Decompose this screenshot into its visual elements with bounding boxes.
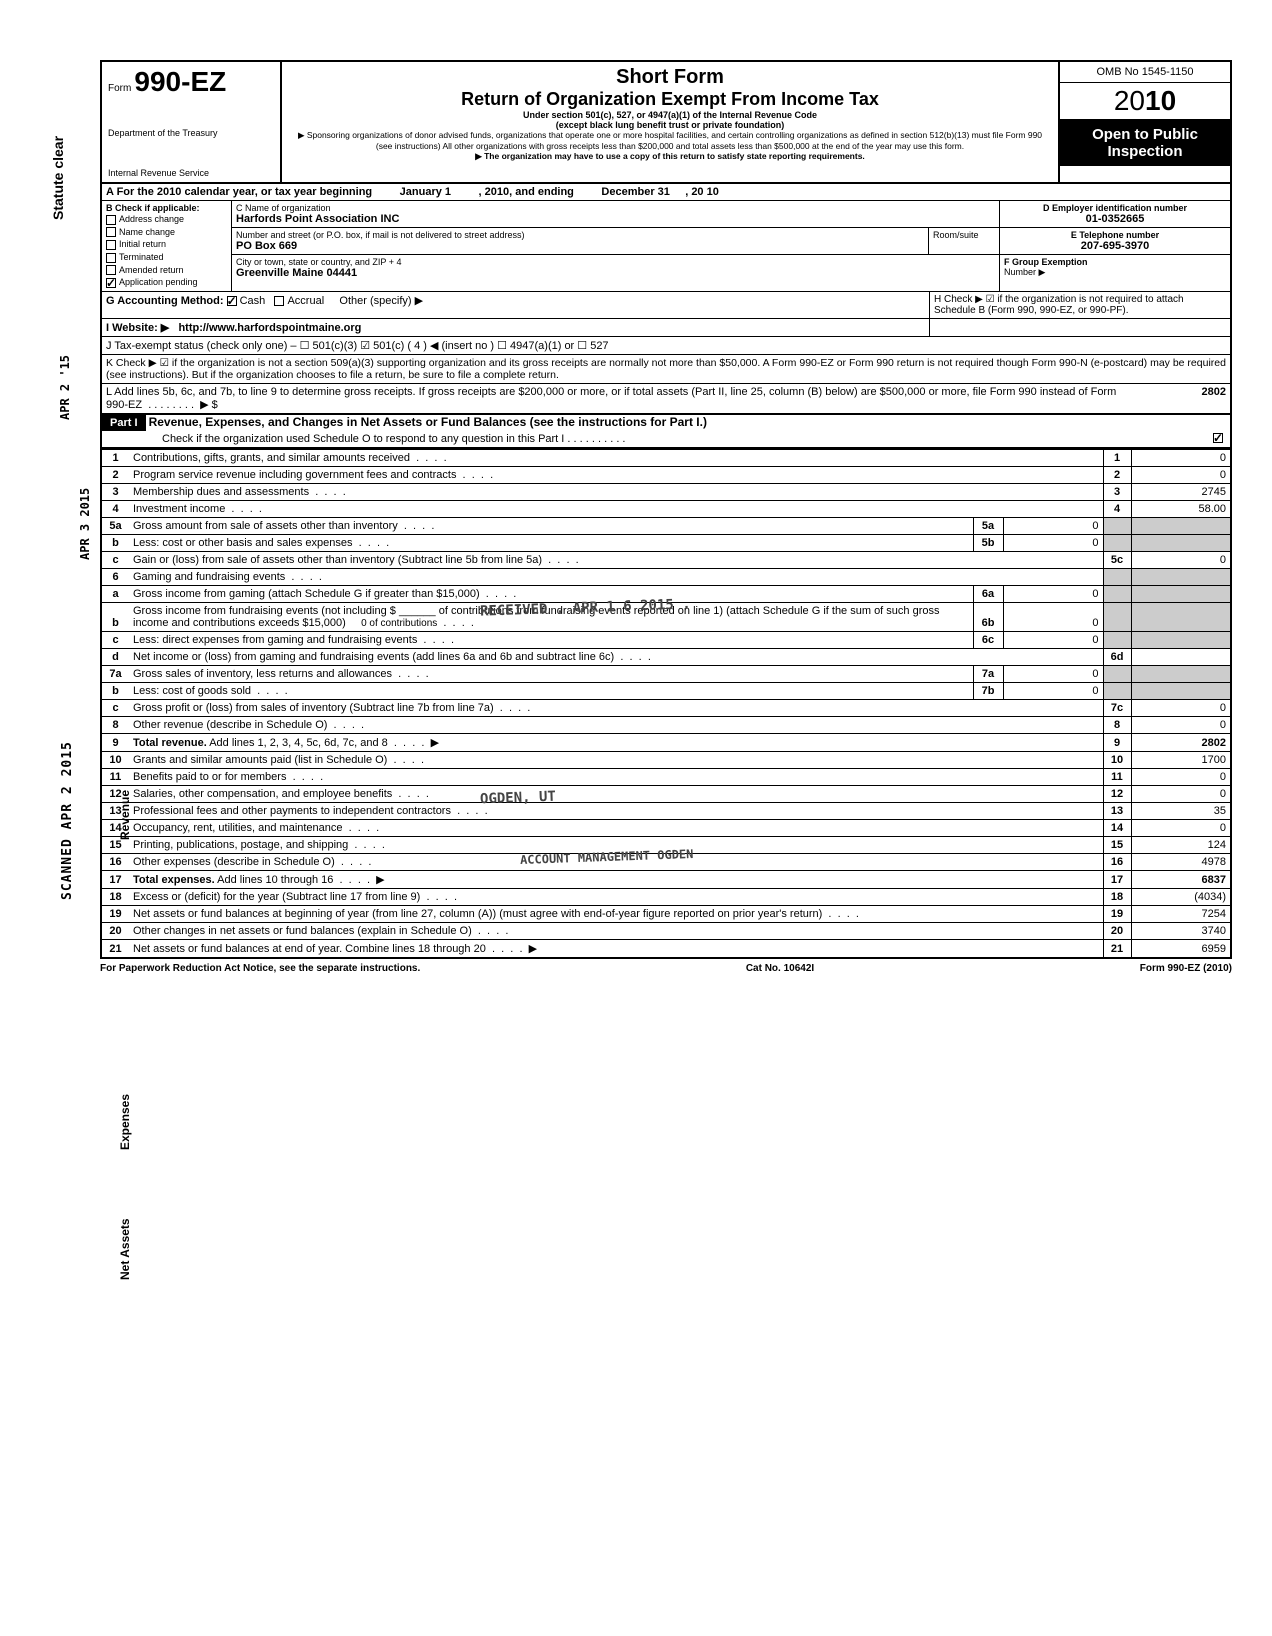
line-j: J Tax-exempt status (check only one) – ☐… <box>100 337 1232 355</box>
title-return: Return of Organization Exempt From Incom… <box>290 89 1050 110</box>
section-b: B Check if applicable: Address change Na… <box>102 201 232 291</box>
subtitle-3: ▶ Sponsoring organizations of donor advi… <box>290 130 1050 151</box>
ein: 01-0352665 <box>1004 213 1226 225</box>
form-line-row: bLess: cost or other basis and sales exp… <box>101 534 1231 551</box>
dept-treasury: Department of the Treasury <box>108 128 274 138</box>
statute-clear-label: Statute clear <box>50 136 66 220</box>
section-f-hdr: F Group Exemption <box>1004 257 1226 267</box>
chk-initial-return[interactable] <box>106 240 116 250</box>
chk-name-change[interactable] <box>106 227 116 237</box>
org-name: Harfords Point Association INC <box>236 213 995 225</box>
chk-terminated[interactable] <box>106 253 116 263</box>
form-number: 990-EZ <box>134 66 226 97</box>
form-line-row: 18Excess or (deficit) for the year (Subt… <box>101 888 1231 905</box>
form-line-row: 10Grants and similar amounts paid (list … <box>101 751 1231 768</box>
ogden-stamp: OGDEN, UT <box>480 789 556 808</box>
line-l: L Add lines 5b, 6c, and 7b, to line 9 to… <box>100 384 1232 415</box>
chk-address-change[interactable] <box>106 215 116 225</box>
form-line-row: 14Occupancy, rent, utilities, and mainte… <box>101 819 1231 836</box>
expenses-label: Expenses <box>118 1094 132 1150</box>
form-line-row: cLess: direct expenses from gaming and f… <box>101 631 1231 648</box>
section-d-hdr: D Employer identification number <box>1004 203 1226 213</box>
subtitle-1: Under section 501(c), 527, or 4947(a)(1)… <box>290 110 1050 120</box>
footer-right: Form 990-EZ (2010) <box>1140 963 1232 974</box>
line-i: I Website: ▶ http://www.harfordspointmai… <box>100 319 1232 337</box>
page-footer: For Paperwork Reduction Act Notice, see … <box>100 963 1232 974</box>
revenue-label: Revenue <box>118 790 132 840</box>
irs-label: Internal Revenue Service <box>108 168 274 178</box>
org-address: PO Box 669 <box>236 240 924 252</box>
section-f-number: Number ▶ <box>1004 267 1226 278</box>
footer-mid: Cat No. 10642I <box>746 963 814 974</box>
form-line-row: 9Total revenue. Add lines 1, 2, 3, 4, 5c… <box>101 733 1231 751</box>
chk-accrual[interactable] <box>274 296 284 306</box>
subtitle-4: ▶ The organization may have to use a cop… <box>290 151 1050 162</box>
org-city: Greenville Maine 04441 <box>236 267 995 279</box>
form-line-row: 20Other changes in net assets or fund ba… <box>101 922 1231 939</box>
section-c-hdr: C Name of organization <box>236 203 995 213</box>
line-k: K Check ▶ ☑ if the organization is not a… <box>100 355 1232 384</box>
form-line-row: 8Other revenue (describe in Schedule O) … <box>101 716 1231 733</box>
chk-application-pending[interactable] <box>106 278 116 288</box>
phone: 207-695-3970 <box>1004 240 1226 252</box>
form-line-row: 3Membership dues and assessments . . . .… <box>101 483 1231 500</box>
form-line-row: 17Total expenses. Add lines 10 through 1… <box>101 870 1231 888</box>
form-line-row: 12Salaries, other compensation, and empl… <box>101 785 1231 802</box>
form-line-row: bLess: cost of goods sold . . . .7b0 <box>101 682 1231 699</box>
form-line-row: 21Net assets or fund balances at end of … <box>101 939 1231 958</box>
line-g-h: G Accounting Method: Cash Accrual Other … <box>100 292 1232 319</box>
scanned-stamp: SCANNED APR 2 2015 <box>60 741 75 900</box>
form-line-row: 11Benefits paid to or for members . . . … <box>101 768 1231 785</box>
form-header: Form 990-EZ Department of the Treasury I… <box>100 60 1232 184</box>
chk-schedule-o[interactable] <box>1213 433 1223 443</box>
form-line-row: 4Investment income . . . .458.00 <box>101 500 1231 517</box>
tax-year: 2010 <box>1060 83 1230 120</box>
section-e-hdr: E Telephone number <box>1004 230 1226 240</box>
footer-left: For Paperwork Reduction Act Notice, see … <box>100 963 420 974</box>
form-lines-table: 1Contributions, gifts, grants, and simil… <box>100 449 1232 959</box>
form-line-row: 7aGross sales of inventory, less returns… <box>101 665 1231 682</box>
side-date-1: APR 2 '15 <box>58 355 72 420</box>
omb-number: OMB No 1545-1150 <box>1060 62 1230 83</box>
line-a: A For the 2010 calendar year, or tax yea… <box>100 184 1232 201</box>
chk-amended[interactable] <box>106 265 116 275</box>
form-line-row: 5aGross amount from sale of assets other… <box>101 517 1231 534</box>
part-1-header: Part I Revenue, Expenses, and Changes in… <box>100 415 1232 449</box>
open-inspection: Open to Public Inspection <box>1060 120 1230 166</box>
form-line-row: 1Contributions, gifts, grants, and simil… <box>101 449 1231 466</box>
header-info-block: B Check if applicable: Address change Na… <box>100 201 1232 292</box>
form-label: Form <box>108 83 131 94</box>
form-line-row: 6Gaming and fundraising events . . . . <box>101 568 1231 585</box>
form-line-row: 13Professional fees and other payments t… <box>101 802 1231 819</box>
addr-hdr: Number and street (or P.O. box, if mail … <box>236 230 924 240</box>
form-line-row: 19Net assets or fund balances at beginni… <box>101 905 1231 922</box>
form-line-row: dNet income or (loss) from gaming and fu… <box>101 648 1231 665</box>
title-short-form: Short Form <box>290 66 1050 89</box>
subtitle-2: (except black lung benefit trust or priv… <box>290 120 1050 130</box>
form-line-row: cGain or (loss) from sale of assets othe… <box>101 551 1231 568</box>
chk-cash[interactable] <box>227 296 237 306</box>
city-hdr: City or town, state or country, and ZIP … <box>236 257 995 267</box>
website-url: http://www.harfordspointmaine.org <box>178 322 361 334</box>
line-l-value: 2802 <box>1130 384 1230 413</box>
form-line-row: cGross profit or (loss) from sales of in… <box>101 699 1231 716</box>
form-line-row: 2Program service revenue including gover… <box>101 466 1231 483</box>
line-h: H Check ▶ ☑ if the organization is not r… <box>930 292 1230 318</box>
room-suite: Room/suite <box>929 228 999 254</box>
side-date-2: APR 3 2015 <box>78 488 92 560</box>
net-assets-label: Net Assets <box>118 1218 132 1280</box>
